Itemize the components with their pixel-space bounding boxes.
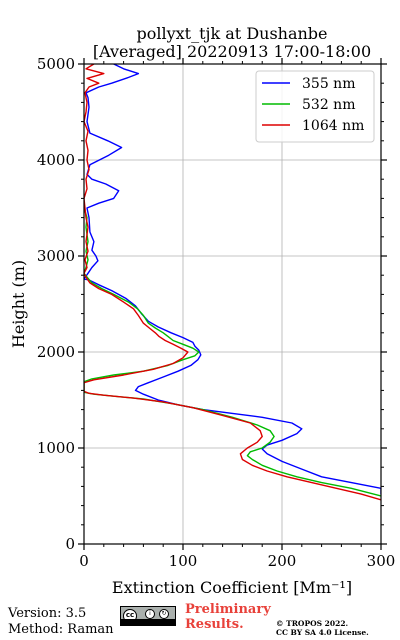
y-tick-label: 5000 bbox=[37, 55, 75, 73]
y-tick-label: 4000 bbox=[37, 151, 75, 169]
method-text: Method: Raman bbox=[8, 622, 114, 637]
series-line-2 bbox=[84, 64, 381, 501]
y-axis-label: Height (m) bbox=[9, 260, 28, 348]
x-tick-label: 0 bbox=[79, 552, 89, 570]
version-text: Version: 3.5 bbox=[8, 606, 87, 621]
copyright-line2: CC BY SA 4.0 License. bbox=[276, 628, 369, 637]
chart-title-line2: [Averaged] 20220913 17:00-18:00 bbox=[93, 42, 371, 61]
series-layer bbox=[84, 64, 381, 501]
preliminary-line2: Results. bbox=[185, 617, 244, 632]
copyright-line1: © TROPOS 2022. bbox=[276, 619, 349, 628]
legend-label: 532 nm bbox=[302, 97, 355, 113]
x-tick-label: 200 bbox=[268, 552, 297, 570]
legend: 355 nm 532 nm 1064 nm bbox=[255, 70, 375, 143]
copyright-notice: © TROPOS 2022. CC BY SA 4.0 License. bbox=[276, 619, 369, 637]
y-tick-label: 3000 bbox=[37, 247, 75, 265]
chart-title-line1: pollyxt_tjk at Dushanbe bbox=[136, 24, 327, 43]
x-tick-label: 100 bbox=[169, 552, 198, 570]
x-tick-label: 300 bbox=[367, 552, 396, 570]
badge-strip bbox=[121, 619, 175, 625]
y-tick-label: 0 bbox=[65, 535, 75, 553]
legend-label: 355 nm bbox=[302, 76, 355, 92]
series-group bbox=[84, 64, 381, 501]
cc-license-badge: cc i ↻ bbox=[120, 606, 176, 626]
sa-icon: ↻ bbox=[159, 609, 169, 619]
legend-label: 1064 nm bbox=[302, 118, 364, 134]
plot-frame bbox=[83, 63, 382, 545]
preliminary-notice: Preliminary Results. bbox=[185, 602, 271, 632]
preliminary-line1: Preliminary bbox=[185, 602, 271, 617]
x-axis-label: Extinction Coefficient [Mm⁻¹] bbox=[112, 578, 352, 597]
by-icon: i bbox=[145, 609, 155, 619]
y-tick-label: 2000 bbox=[37, 343, 75, 361]
series-line-1 bbox=[84, 207, 381, 497]
y-tick-label: 1000 bbox=[37, 439, 75, 457]
